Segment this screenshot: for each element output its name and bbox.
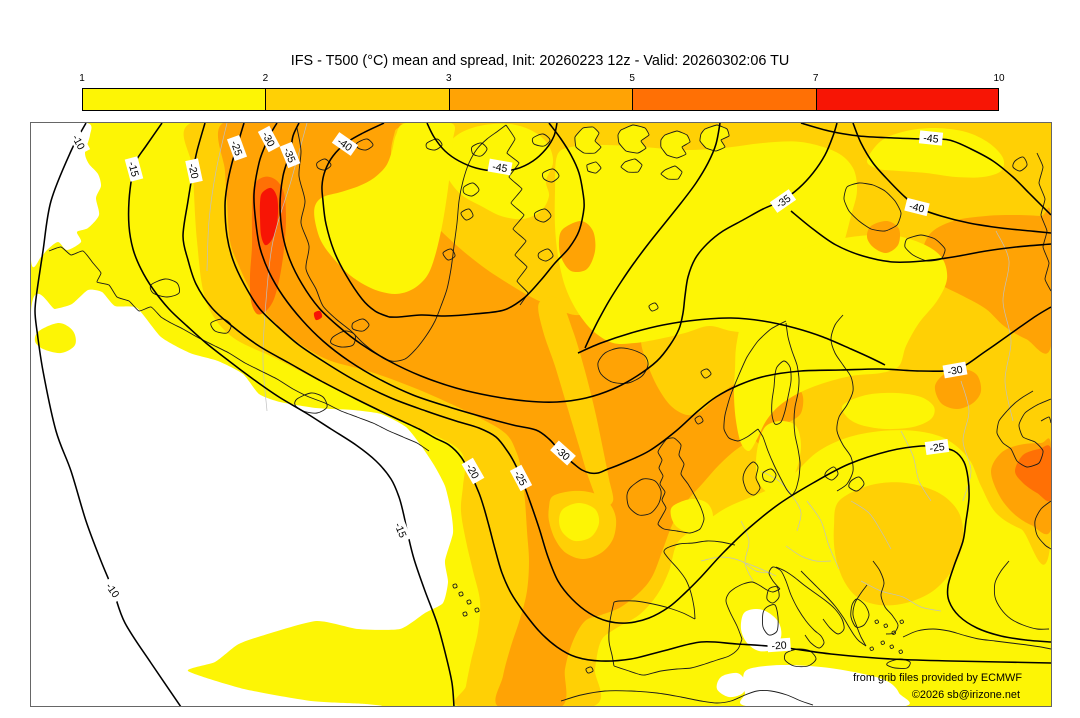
svg-text:-45: -45	[923, 132, 940, 146]
svg-text:-20: -20	[186, 163, 201, 180]
svg-text:-15: -15	[392, 521, 409, 540]
svg-text:-20: -20	[771, 639, 787, 652]
svg-text:-35: -35	[281, 146, 298, 165]
svg-text:-45: -45	[491, 161, 508, 175]
svg-text:-25: -25	[228, 139, 245, 158]
svg-text:-25: -25	[929, 441, 946, 455]
svg-text:-40: -40	[908, 200, 926, 215]
svg-text:-30: -30	[947, 364, 964, 378]
svg-text:-15: -15	[125, 160, 141, 178]
